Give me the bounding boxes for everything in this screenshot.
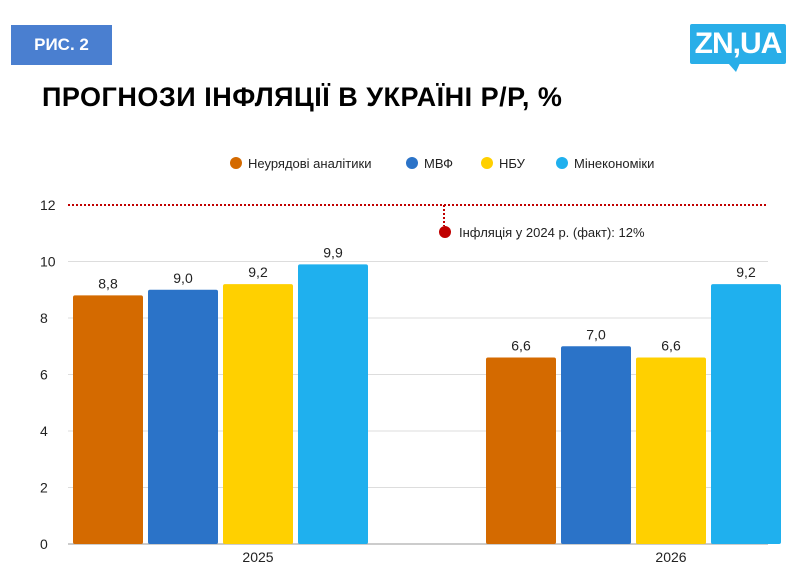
reference-label: Інфляція у 2024 р. (факт): 12%	[459, 225, 645, 240]
bar	[486, 357, 556, 544]
bar	[148, 289, 218, 544]
legend-marker	[406, 157, 418, 169]
y-tick-label: 6	[40, 367, 48, 383]
data-label: 9,9	[323, 244, 343, 260]
y-tick-label: 2	[40, 480, 48, 496]
bar	[298, 264, 368, 544]
data-label: 9,2	[248, 264, 268, 280]
data-label: 6,6	[511, 338, 531, 354]
logo-text: ZN,UA	[694, 27, 783, 60]
bar	[561, 346, 631, 544]
bar	[636, 357, 706, 544]
logo: ZN,UA	[690, 24, 786, 72]
y-tick-label: 10	[40, 254, 56, 270]
y-tick-label: 12	[40, 197, 56, 213]
data-label: 9,0	[173, 270, 193, 286]
x-tick-label: 2026	[655, 549, 686, 565]
figure-label: РИС. 2	[11, 25, 112, 65]
data-label: 9,2	[736, 264, 756, 280]
legend-marker	[230, 157, 242, 169]
bar	[711, 284, 781, 544]
x-tick-label: 2025	[242, 549, 273, 565]
legend-marker	[556, 157, 568, 169]
data-label: 6,6	[661, 338, 681, 354]
y-tick-label: 8	[40, 310, 48, 326]
chart-title: ПРОГНОЗИ ІНФЛЯЦІЇ В УКРАЇНІ Р/Р, %	[42, 82, 563, 112]
y-tick-label: 4	[40, 423, 48, 439]
legend-marker	[481, 157, 493, 169]
y-tick-label: 0	[40, 536, 48, 552]
legend-label: Неурядові аналітики	[248, 156, 371, 171]
data-label: 8,8	[98, 275, 118, 291]
reference-marker	[439, 226, 451, 238]
legend-label: НБУ	[499, 156, 526, 171]
bar	[223, 284, 293, 544]
bar	[73, 295, 143, 544]
legend-label: Мінекономіки	[574, 156, 654, 171]
data-label: 7,0	[586, 326, 606, 342]
legend-label: МВФ	[424, 156, 453, 171]
